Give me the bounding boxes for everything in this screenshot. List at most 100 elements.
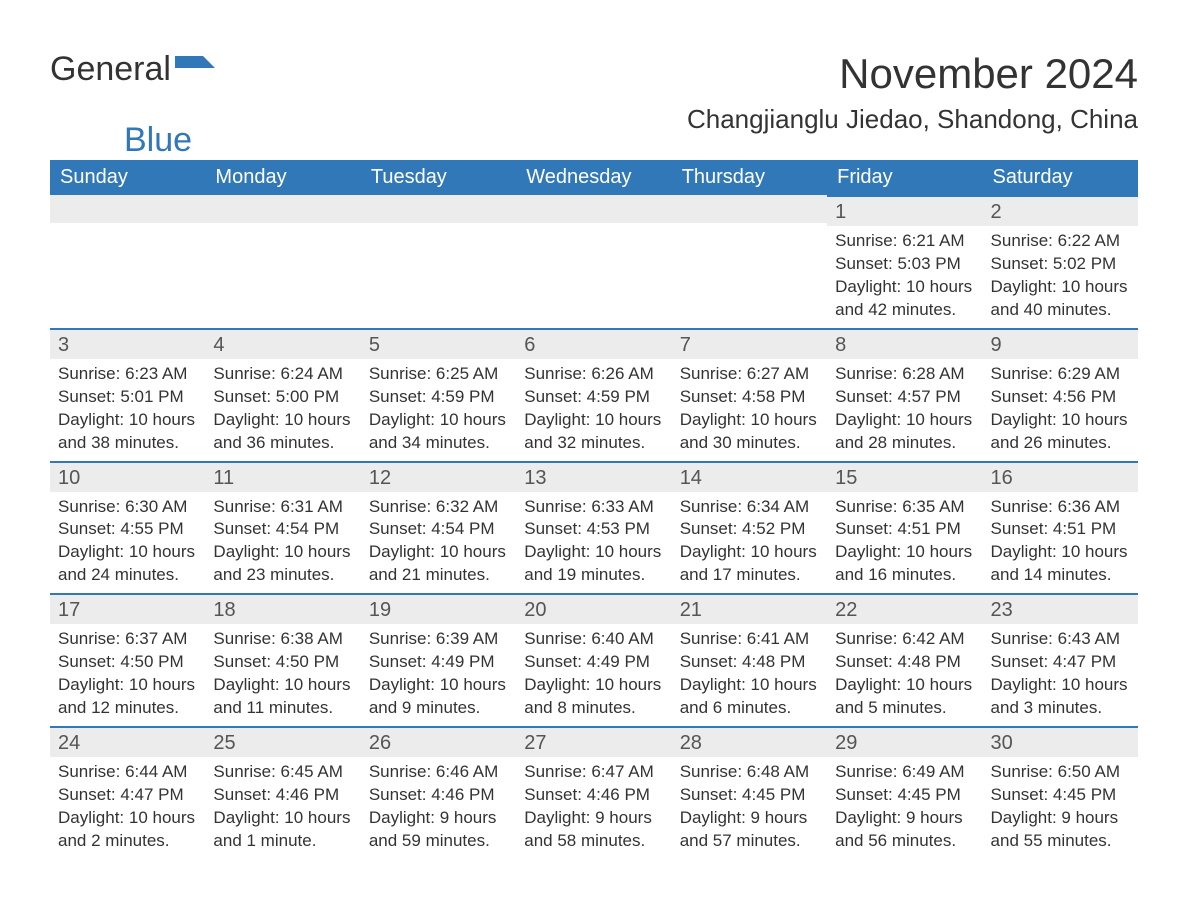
day-number: 7: [672, 328, 827, 359]
empty-daynum-bar: [205, 195, 360, 223]
daylight: Daylight: 10 hours and 28 minutes.: [835, 409, 974, 455]
day-number: 17: [50, 593, 205, 624]
sunrise: Sunrise: 6:26 AM: [524, 363, 663, 386]
day-cell: 21Sunrise: 6:41 AMSunset: 4:48 PMDayligh…: [672, 593, 827, 726]
weekday-header-row: Sunday Monday Tuesday Wednesday Thursday…: [50, 160, 1138, 195]
day-cell: 2Sunrise: 6:22 AMSunset: 5:02 PMDaylight…: [983, 195, 1138, 328]
sunrise: Sunrise: 6:22 AM: [991, 230, 1130, 253]
sunset: Sunset: 4:50 PM: [213, 651, 352, 674]
calendar-row: 17Sunrise: 6:37 AMSunset: 4:50 PMDayligh…: [50, 593, 1138, 726]
sunset: Sunset: 4:59 PM: [369, 386, 508, 409]
day-body: Sunrise: 6:33 AMSunset: 4:53 PMDaylight:…: [516, 492, 671, 594]
day-body: Sunrise: 6:45 AMSunset: 4:46 PMDaylight:…: [205, 757, 360, 859]
calendar-row: 24Sunrise: 6:44 AMSunset: 4:47 PMDayligh…: [50, 726, 1138, 859]
sunset: Sunset: 4:55 PM: [58, 518, 197, 541]
sunrise: Sunrise: 6:35 AM: [835, 496, 974, 519]
flag-icon: [175, 50, 215, 89]
day-body: Sunrise: 6:28 AMSunset: 4:57 PMDaylight:…: [827, 359, 982, 461]
day-body: Sunrise: 6:21 AMSunset: 5:03 PMDaylight:…: [827, 226, 982, 328]
day-cell: 24Sunrise: 6:44 AMSunset: 4:47 PMDayligh…: [50, 726, 205, 859]
day-body: Sunrise: 6:39 AMSunset: 4:49 PMDaylight:…: [361, 624, 516, 726]
day-body: Sunrise: 6:44 AMSunset: 4:47 PMDaylight:…: [50, 757, 205, 859]
daylight: Daylight: 10 hours and 14 minutes.: [991, 541, 1130, 587]
day-number: 25: [205, 726, 360, 757]
day-number: 23: [983, 593, 1138, 624]
weekday-header: Tuesday: [361, 160, 516, 195]
day-number: 11: [205, 461, 360, 492]
sunrise: Sunrise: 6:34 AM: [680, 496, 819, 519]
day-number: 14: [672, 461, 827, 492]
calendar-row: 3Sunrise: 6:23 AMSunset: 5:01 PMDaylight…: [50, 328, 1138, 461]
daylight: Daylight: 9 hours and 57 minutes.: [680, 807, 819, 853]
day-number: 3: [50, 328, 205, 359]
day-cell: 8Sunrise: 6:28 AMSunset: 4:57 PMDaylight…: [827, 328, 982, 461]
sunrise: Sunrise: 6:46 AM: [369, 761, 508, 784]
day-number: 19: [361, 593, 516, 624]
day-body: Sunrise: 6:46 AMSunset: 4:46 PMDaylight:…: [361, 757, 516, 859]
daylight: Daylight: 10 hours and 2 minutes.: [58, 807, 197, 853]
logo-text-2: Blue: [124, 121, 192, 160]
sunrise: Sunrise: 6:41 AM: [680, 628, 819, 651]
day-cell: 18Sunrise: 6:38 AMSunset: 4:50 PMDayligh…: [205, 593, 360, 726]
daylight: Daylight: 10 hours and 9 minutes.: [369, 674, 508, 720]
sunset: Sunset: 4:54 PM: [369, 518, 508, 541]
day-cell: 14Sunrise: 6:34 AMSunset: 4:52 PMDayligh…: [672, 461, 827, 594]
day-cell: 19Sunrise: 6:39 AMSunset: 4:49 PMDayligh…: [361, 593, 516, 726]
daylight: Daylight: 10 hours and 3 minutes.: [991, 674, 1130, 720]
day-number: 2: [983, 195, 1138, 226]
daylight: Daylight: 10 hours and 30 minutes.: [680, 409, 819, 455]
day-cell: 29Sunrise: 6:49 AMSunset: 4:45 PMDayligh…: [827, 726, 982, 859]
day-body: Sunrise: 6:24 AMSunset: 5:00 PMDaylight:…: [205, 359, 360, 461]
daylight: Daylight: 10 hours and 5 minutes.: [835, 674, 974, 720]
day-number: 15: [827, 461, 982, 492]
sunrise: Sunrise: 6:21 AM: [835, 230, 974, 253]
sunset: Sunset: 4:51 PM: [991, 518, 1130, 541]
day-body: Sunrise: 6:40 AMSunset: 4:49 PMDaylight:…: [516, 624, 671, 726]
sunset: Sunset: 4:54 PM: [213, 518, 352, 541]
day-number: 5: [361, 328, 516, 359]
empty-cell: [205, 195, 360, 328]
sunset: Sunset: 4:48 PM: [835, 651, 974, 674]
sunset: Sunset: 4:51 PM: [835, 518, 974, 541]
location: Changjianglu Jiedao, Shandong, China: [687, 104, 1138, 135]
sunrise: Sunrise: 6:28 AM: [835, 363, 974, 386]
calendar-row: 1Sunrise: 6:21 AMSunset: 5:03 PMDaylight…: [50, 195, 1138, 328]
day-cell: 9Sunrise: 6:29 AMSunset: 4:56 PMDaylight…: [983, 328, 1138, 461]
sunrise: Sunrise: 6:40 AM: [524, 628, 663, 651]
daylight: Daylight: 10 hours and 6 minutes.: [680, 674, 819, 720]
logo-text-1: General: [50, 50, 171, 89]
day-number: 29: [827, 726, 982, 757]
day-body: Sunrise: 6:36 AMSunset: 4:51 PMDaylight:…: [983, 492, 1138, 594]
month-title: November 2024: [687, 50, 1138, 98]
day-cell: 22Sunrise: 6:42 AMSunset: 4:48 PMDayligh…: [827, 593, 982, 726]
sunrise: Sunrise: 6:44 AM: [58, 761, 197, 784]
sunrise: Sunrise: 6:31 AM: [213, 496, 352, 519]
daylight: Daylight: 10 hours and 36 minutes.: [213, 409, 352, 455]
day-cell: 10Sunrise: 6:30 AMSunset: 4:55 PMDayligh…: [50, 461, 205, 594]
sunset: Sunset: 4:47 PM: [58, 784, 197, 807]
sunset: Sunset: 4:45 PM: [835, 784, 974, 807]
sunrise: Sunrise: 6:43 AM: [991, 628, 1130, 651]
daylight: Daylight: 10 hours and 42 minutes.: [835, 276, 974, 322]
day-body: Sunrise: 6:29 AMSunset: 4:56 PMDaylight:…: [983, 359, 1138, 461]
daylight: Daylight: 10 hours and 19 minutes.: [524, 541, 663, 587]
day-number: 8: [827, 328, 982, 359]
sunset: Sunset: 4:58 PM: [680, 386, 819, 409]
empty-cell: [672, 195, 827, 328]
sunset: Sunset: 4:48 PM: [680, 651, 819, 674]
sunrise: Sunrise: 6:33 AM: [524, 496, 663, 519]
daylight: Daylight: 9 hours and 55 minutes.: [991, 807, 1130, 853]
empty-daynum-bar: [516, 195, 671, 223]
sunrise: Sunrise: 6:32 AM: [369, 496, 508, 519]
day-body: Sunrise: 6:47 AMSunset: 4:46 PMDaylight:…: [516, 757, 671, 859]
sunrise: Sunrise: 6:27 AM: [680, 363, 819, 386]
day-cell: 7 Sunrise: 6:27 AMSunset: 4:58 PMDaylight…: [672, 328, 827, 461]
sunset: Sunset: 5:03 PM: [835, 253, 974, 276]
day-body: Sunrise: 6:34 AMSunset: 4:52 PMDaylight:…: [672, 492, 827, 594]
day-number: 18: [205, 593, 360, 624]
day-cell: 13Sunrise: 6:33 AMSunset: 4:53 PMDayligh…: [516, 461, 671, 594]
daylight: Daylight: 10 hours and 17 minutes.: [680, 541, 819, 587]
day-body: Sunrise: 6:23 AMSunset: 5:01 PMDaylight:…: [50, 359, 205, 461]
weekday-header: Wednesday: [516, 160, 671, 195]
day-body: Sunrise: 6:32 AMSunset: 4:54 PMDaylight:…: [361, 492, 516, 594]
